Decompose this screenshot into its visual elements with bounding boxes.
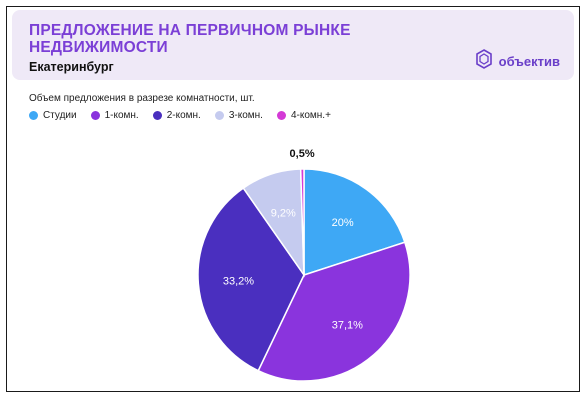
chart-legend: Студии 1-комн. 2-комн. 3-комн. 4-комн.+ [29,110,331,121]
legend-swatch [276,111,286,120]
slice-label: 20% [332,217,354,229]
legend-item: 3-комн. [214,110,263,121]
slice-label: 33,2% [223,275,254,287]
slice-label: 9,2% [271,208,296,220]
legend-swatch [90,111,100,120]
logo-text: объектив [498,53,560,69]
legend-swatch [29,111,38,120]
brand-logo: объектив [475,48,560,74]
legend-label: 2-комн. [166,110,201,121]
legend-item: 1-комн. [90,110,139,121]
legend-label: 4-комн.+ [290,110,331,121]
objektiv-logo-icon [475,48,493,74]
legend-item: Студии [29,110,77,121]
slice-label: 37,1% [332,319,363,331]
legend-swatch [214,111,224,120]
legend-swatch [152,111,162,120]
pie-slice [257,241,411,382]
pie-slice [299,168,305,276]
header-banner: ПРЕДЛОЖЕНИЕ НА ПЕРВИЧНОМ РЫНКЕ НЕДВИЖИМО… [12,10,574,80]
chart-title: Объем предложения в разрезе комнатности,… [29,93,255,104]
legend-label: Студии [43,110,77,121]
page-title: ПРЕДЛОЖЕНИЕ НА ПЕРВИЧНОМ РЫНКЕ НЕДВИЖИМО… [29,22,351,56]
city-label: Екатеринбург [29,60,114,74]
legend-item: 4-комн.+ [276,110,331,121]
pie-slice [197,187,305,372]
pie-slice [303,168,406,277]
legend-label: 1-комн. [104,110,139,121]
legend-item: 2-комн. [152,110,201,121]
legend-label: 3-комн. [228,110,263,121]
slice-label: 0,5% [290,148,315,160]
